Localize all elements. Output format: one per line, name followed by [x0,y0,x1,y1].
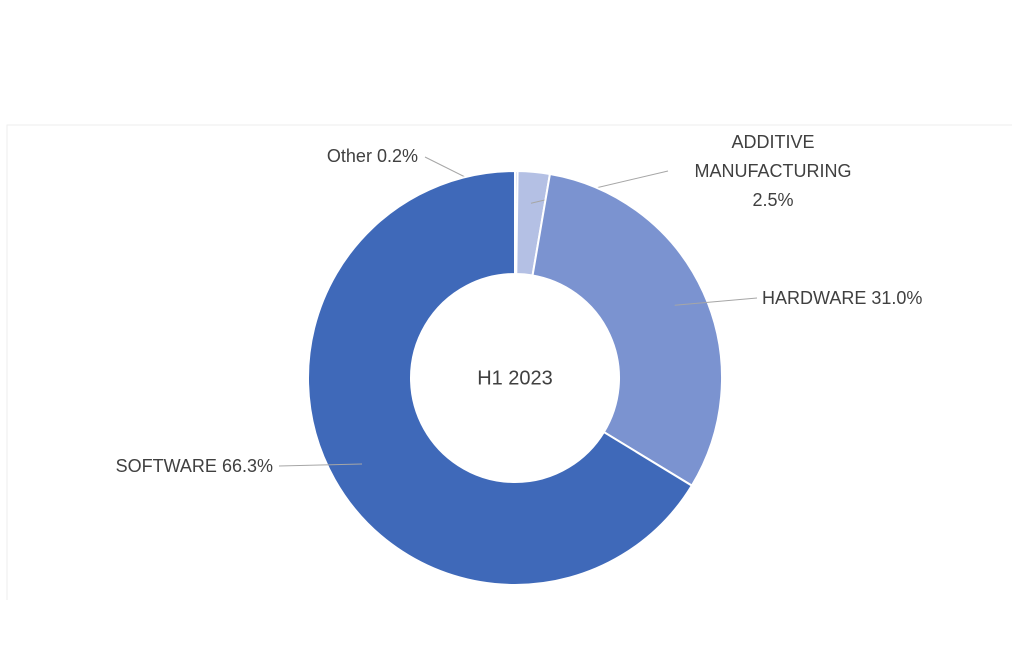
value-label: 66.3% [221,456,273,476]
slice-label: ADDITIVE MANUFACTURING 2.5% [668,128,878,215]
leader-line [674,297,758,306]
slice-label: Other 0.2% [327,142,418,171]
frame [6,124,1012,600]
value-label: 2.5% [752,190,794,210]
donut-slice [307,169,694,586]
category-label: Other [326,146,372,166]
donut-slice [531,172,723,487]
category-label: HARDWARE [762,288,867,308]
slice-label: SOFTWARE 66.3% [116,452,273,481]
category-label: ADDITIVE MANUFACTURING [694,132,852,181]
value-label: 0.2% [376,146,418,166]
value-label: 31.0% [871,288,923,308]
category-label: SOFTWARE [115,456,217,476]
slice-label: HARDWARE 31.0% [762,284,922,313]
leader-line [278,463,363,467]
center-label: H1 2023 [477,367,553,389]
